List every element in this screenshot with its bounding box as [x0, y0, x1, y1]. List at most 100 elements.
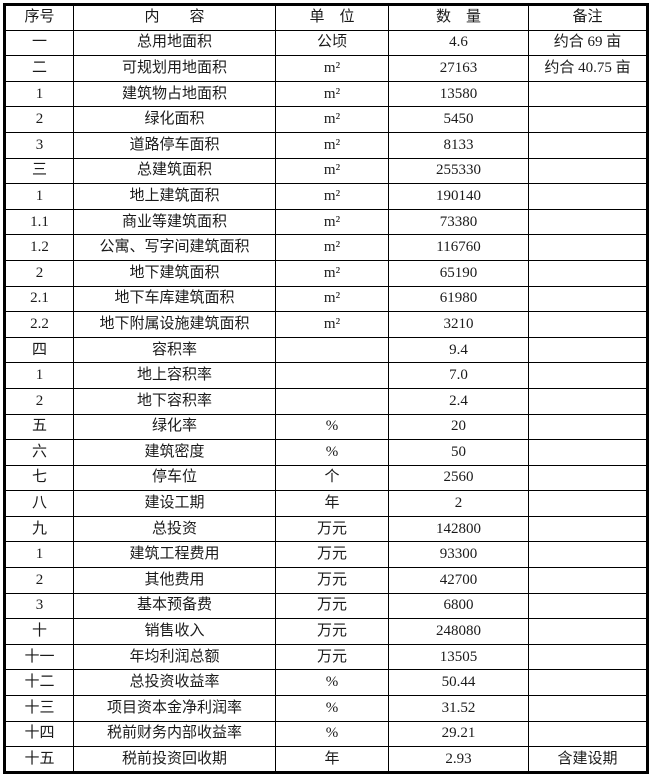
table-cell: 十四 — [4, 720, 74, 748]
table-row: 八建设工期年 2 — [4, 490, 648, 517]
table-cell: 2 — [4, 387, 74, 415]
table-body: 一总用地面积 公顷 4.6 约合 69 亩二可规划用地面积 m² 27163 约合 40.7… — [4, 29, 648, 773]
table-cell: 50.44 — [388, 669, 529, 697]
table-cell: 3 — [4, 131, 74, 159]
table-row: 七停车位个 2560 — [4, 464, 648, 492]
table-cell — [275, 362, 389, 389]
table-row: 1.2 公寓、写字间建筑面积 m² 116760 — [4, 234, 648, 261]
table-cell: 93300 — [388, 541, 529, 569]
table-cell: 255330 — [388, 157, 529, 185]
table-cell — [528, 413, 648, 441]
table-cell: 总用地面积 — [73, 29, 276, 57]
header-row: 序号 内 容 单 位 数 量 备注 — [4, 4, 648, 31]
table-cell — [528, 362, 648, 389]
table-cell: 一 — [4, 29, 74, 57]
table-cell: 1 — [4, 362, 74, 389]
table-row: 十三 项目资本金净利润率% 31.52 — [4, 695, 648, 722]
table-cell: 73380 — [388, 208, 529, 236]
table-row: 十一 年均利润总额 万元 13505 — [4, 643, 648, 671]
table-row: 2.2 地下附属设施建筑面积 m² 3210 — [4, 311, 648, 338]
table-cell: 6800 — [388, 592, 529, 620]
table-cell: 四 — [4, 336, 74, 364]
table-cell: m² — [275, 80, 389, 108]
table-header: 序号 内 容 单 位 数 量 备注 — [4, 4, 648, 31]
table-cell — [528, 80, 648, 108]
table-cell: 绿化面积 — [73, 106, 276, 133]
table-cell: 总建筑面积 — [73, 157, 276, 185]
table-cell — [528, 490, 648, 517]
table-cell: 地下附属设施建筑面积 — [73, 311, 276, 338]
table-cell: 2560 — [388, 464, 529, 492]
table-cell: 116760 — [388, 234, 529, 261]
table-cell: 3210 — [388, 311, 529, 338]
header-content: 内 容 — [73, 4, 276, 31]
table-cell: 总投资 — [73, 515, 276, 543]
table-cell — [528, 234, 648, 261]
table-cell: % — [275, 720, 389, 748]
table-cell: 含建设期 — [528, 746, 648, 773]
table-cell: 2 — [4, 106, 74, 133]
table-cell: 9.4 — [388, 336, 529, 364]
table-row: 1 建筑物占地面积 m² 13580 — [4, 80, 648, 108]
table-cell: 约合 40.75 亩 — [528, 55, 648, 82]
table-cell — [528, 259, 648, 287]
table-cell: 万元 — [275, 592, 389, 620]
table-cell: 建筑密度 — [73, 439, 276, 466]
table-cell: m² — [275, 285, 389, 313]
table-cell: m² — [275, 157, 389, 185]
table-cell — [528, 336, 648, 364]
table-cell: 个 — [275, 464, 389, 492]
table-cell: 61980 — [388, 285, 529, 313]
table-row: 二可规划用地面积 m² 27163 约合 40.75 亩 — [4, 55, 648, 82]
table-cell — [275, 387, 389, 415]
table-cell: 5450 — [388, 106, 529, 133]
table-cell: 年 — [275, 746, 389, 773]
table-cell — [528, 157, 648, 185]
table-cell: 可规划用地面积 — [73, 55, 276, 82]
table-cell — [528, 131, 648, 159]
table-cell: 1 — [4, 183, 74, 210]
table-cell: 十 — [4, 618, 74, 645]
table-cell: 二 — [4, 55, 74, 82]
table-row: 五绿化率% 20 — [4, 413, 648, 441]
table-cell: 公顷 — [275, 29, 389, 57]
table-cell: m² — [275, 259, 389, 287]
table-cell: 地下容积率 — [73, 387, 276, 415]
table-cell — [528, 643, 648, 671]
table-cell: 税前投资回收期 — [73, 746, 276, 773]
table-cell: 六 — [4, 439, 74, 466]
table-row: 2 其他费用 万元 42700 — [4, 567, 648, 594]
table-cell: 20 — [388, 413, 529, 441]
table-cell: 税前财务内部收益率 — [73, 720, 276, 748]
table-cell: 绿化率 — [73, 413, 276, 441]
table-cell: 29.21 — [388, 720, 529, 748]
table-cell: 基本预备费 — [73, 592, 276, 620]
table-cell — [528, 208, 648, 236]
table-cell — [528, 183, 648, 210]
table-cell — [528, 387, 648, 415]
table-cell: m² — [275, 311, 389, 338]
table-cell: 十三 — [4, 695, 74, 722]
table-row: 1 建筑工程费用 万元 93300 — [4, 541, 648, 569]
table-cell: 万元 — [275, 541, 389, 569]
table-row: 三总建筑面积 m² 255330 — [4, 157, 648, 185]
header-quantity: 数 量 — [388, 4, 529, 31]
table-cell: m² — [275, 208, 389, 236]
table-cell: 50 — [388, 439, 529, 466]
table-cell: % — [275, 413, 389, 441]
table-cell: 商业等建筑面积 — [73, 208, 276, 236]
table-cell: 万元 — [275, 515, 389, 543]
table-cell: 七 — [4, 464, 74, 492]
table-cell: 65190 — [388, 259, 529, 287]
table-row: 2.1 地下车库建筑面积 m² 61980 — [4, 285, 648, 313]
table-cell: 7.0 — [388, 362, 529, 389]
table-cell: 十二 — [4, 669, 74, 697]
table-cell: % — [275, 669, 389, 697]
table-cell — [528, 567, 648, 594]
table-row: 3 道路停车面积 m² 8133 — [4, 131, 648, 159]
table-cell: 公寓、写字间建筑面积 — [73, 234, 276, 261]
table-cell: 建设工期 — [73, 490, 276, 517]
table-row: 十五 税前投资回收期年 2.93 含建设期 — [4, 746, 648, 773]
table-cell — [528, 439, 648, 466]
